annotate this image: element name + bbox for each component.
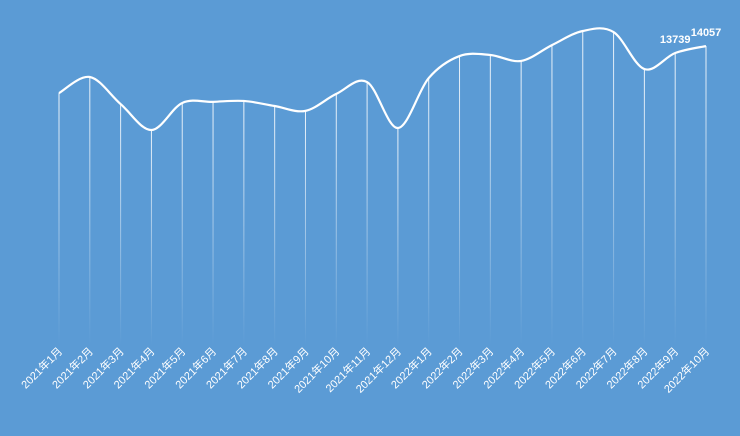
drop-line bbox=[520, 60, 522, 346]
drop-line bbox=[58, 93, 60, 345]
data-label: 14057 bbox=[691, 27, 722, 39]
drop-line bbox=[613, 32, 615, 345]
drop-line bbox=[643, 69, 645, 345]
drop-line bbox=[304, 110, 306, 345]
drop-line bbox=[89, 76, 91, 345]
drop-line bbox=[120, 104, 122, 345]
drop-line bbox=[674, 53, 676, 345]
drop-line bbox=[459, 56, 461, 345]
drop-line bbox=[150, 130, 152, 345]
drop-line bbox=[551, 45, 553, 345]
drop-line bbox=[243, 100, 245, 346]
drop-line bbox=[212, 101, 214, 345]
drop-line bbox=[274, 106, 276, 346]
drop-line bbox=[335, 93, 337, 345]
drop-line bbox=[489, 54, 491, 345]
drop-line bbox=[582, 31, 584, 345]
data-label: 13739 bbox=[660, 34, 691, 46]
line bbox=[58, 27, 707, 132]
drop-line bbox=[397, 128, 399, 345]
drop-line bbox=[705, 46, 707, 345]
drop-line bbox=[428, 78, 430, 345]
drop-line bbox=[366, 82, 368, 345]
drop-line bbox=[181, 102, 183, 345]
